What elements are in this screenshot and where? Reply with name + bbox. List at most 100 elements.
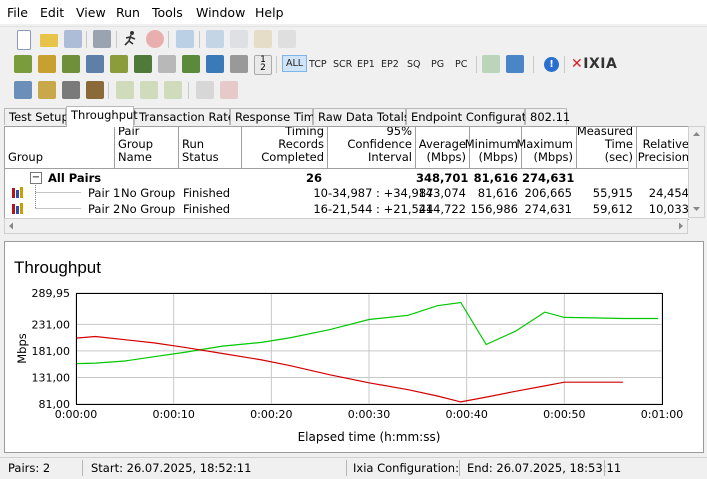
menu-edit[interactable]: Edit [40, 5, 65, 20]
filter-scr-button[interactable]: SCR [333, 59, 353, 70]
horizontal-scrollbar[interactable] [4, 218, 688, 234]
tab-endpoint-configuration[interactable]: Endpoint Configuration [406, 108, 544, 125]
menu-file[interactable]: File [7, 5, 28, 20]
plot-area [76, 293, 663, 405]
replicate-icon[interactable] [134, 55, 152, 73]
status-divider [82, 460, 83, 476]
pair-minimum: 156,986 [470, 202, 518, 216]
stop-icon[interactable] [146, 30, 164, 48]
tab-raw-data-totals[interactable]: Raw Data Totals [313, 108, 410, 125]
link3-icon[interactable] [164, 81, 182, 99]
column-header-maximum[interactable]: Maximum (Mbps) [516, 127, 577, 169]
edit-pair-icon[interactable] [62, 55, 80, 73]
summary-average: 348,701 [416, 171, 469, 185]
y-tick-label: 81,00 [39, 398, 71, 411]
swap-icon[interactable] [38, 81, 56, 99]
filter-sq-button[interactable]: SQ [407, 59, 421, 70]
reset-icon[interactable] [86, 81, 104, 99]
column-header-pair-group-name[interactable]: Pair Group Name [115, 127, 179, 169]
save-results-icon[interactable] [506, 55, 524, 73]
filter-all-button[interactable]: ALL [282, 55, 308, 72]
network-icon[interactable] [86, 55, 104, 73]
column-header-measured-time[interactable]: Measured Time (sec) [577, 127, 637, 169]
script-icon[interactable] [182, 55, 200, 73]
menu-help[interactable]: Help [255, 5, 284, 20]
filter-pc-button[interactable]: PC [455, 59, 468, 70]
filter-pg-button[interactable]: PG [431, 59, 445, 70]
swap-endpoints-icon[interactable] [62, 81, 80, 99]
add-multicast-icon[interactable] [38, 55, 56, 73]
status-ixia-configuration: Ixia Configuration: [353, 461, 459, 475]
open-folder-icon[interactable] [40, 34, 58, 47]
toolbar-separator [276, 56, 277, 73]
column-header-minimum[interactable]: Minimum (Mbps) [465, 127, 522, 169]
pair-group-name: No Group [121, 202, 176, 216]
tab-response-time[interactable]: Response Time [230, 108, 322, 125]
column-header-timing-records[interactable]: Timing Records Completed [242, 127, 328, 169]
menu-view[interactable]: View [76, 5, 106, 20]
filter-ep1-button[interactable]: EP1 [357, 59, 375, 70]
print-icon[interactable] [93, 30, 111, 48]
tab-transaction-rate[interactable]: Transaction Rate [134, 108, 235, 125]
link-icon[interactable] [116, 81, 134, 99]
menu-window[interactable]: Window [196, 5, 246, 20]
column-header-confidence-interval[interactable]: 95% Confidence Interval [328, 127, 416, 169]
ungroup-icon[interactable] [220, 81, 238, 99]
notes-icon[interactable] [158, 55, 176, 73]
delete-icon[interactable] [278, 30, 296, 48]
column-header-run-status[interactable]: Run Status [179, 127, 242, 169]
paste-icon[interactable] [254, 30, 272, 48]
x-axis: 0:00:00 0:00:10 0:00:20 0:00:30 0:00:40 0:00:… [55, 408, 683, 421]
pair-name: Pair 2 [88, 202, 121, 216]
x-axis-label: Elapsed time (h:mm:ss) [298, 430, 441, 444]
save-icon[interactable] [64, 30, 82, 48]
pair-run-status: Finished [183, 202, 231, 216]
status-bar: Pairs: 2 Start: 26.07.2025, 18:52:11 Ixi… [0, 457, 707, 479]
chart-title: Throughput [14, 258, 101, 277]
run-icon[interactable] [122, 30, 140, 48]
toolbar-separator [116, 31, 117, 48]
endpoint-icon[interactable] [14, 81, 32, 99]
pair-records: 10 [313, 186, 328, 200]
tab-802-11[interactable]: 802.11 [525, 108, 570, 125]
refresh-icon[interactable] [176, 30, 194, 48]
menu-tools[interactable]: Tools [152, 5, 183, 20]
toolbar-separator [533, 56, 534, 73]
pair-average: 214,722 [418, 202, 466, 216]
options-icon[interactable] [206, 55, 224, 73]
pair-minimum: 81,616 [477, 186, 518, 200]
column-header-relative-precision[interactable]: Relative Precision [637, 127, 689, 169]
y-tick-label: 181,00 [32, 345, 71, 358]
datagram-icon[interactable] [230, 55, 248, 73]
link2-icon[interactable] [140, 81, 158, 99]
chart-grid [75, 292, 663, 405]
y-tick-label: 131,00 [32, 371, 71, 384]
pair-confidence-interval: -21,544 : +21,544 [328, 202, 434, 216]
results-table: Group Pair Group Name Run Status Timing … [4, 126, 689, 220]
y-tick-label: 289,95 [32, 287, 71, 300]
add-pair-icon[interactable] [14, 55, 32, 73]
toolbar-separator [564, 56, 565, 73]
filter-ep2-button[interactable]: EP2 [381, 59, 399, 70]
tab-throughput[interactable]: Throughput [66, 106, 138, 127]
y-axis: 81,00 131,00 181,00 231,00 289,95 [32, 287, 71, 411]
cut-icon[interactable] [206, 30, 224, 48]
tab-test-setup[interactable]: Test Setup [4, 108, 69, 125]
x-tick-label: 0:00:30 [348, 408, 390, 421]
column-header-group[interactable]: Group [5, 127, 115, 169]
export-icon[interactable] [482, 55, 500, 73]
toolbar-separator [476, 56, 477, 73]
column-header-average[interactable]: Average (Mbps) [416, 127, 470, 169]
scroll-right-icon [679, 222, 683, 230]
new-file-icon[interactable] [17, 30, 31, 50]
chart-series [75, 301, 659, 403]
copy-icon[interactable] [230, 30, 248, 48]
vertical-scrollbar[interactable] [688, 126, 705, 218]
group-icon[interactable] [196, 81, 214, 99]
filter-tcp-button[interactable]: TCP [309, 59, 327, 70]
pair-group-icon[interactable] [110, 55, 128, 73]
menu-run[interactable]: Run [116, 5, 140, 20]
info-icon[interactable]: ! [544, 57, 559, 72]
